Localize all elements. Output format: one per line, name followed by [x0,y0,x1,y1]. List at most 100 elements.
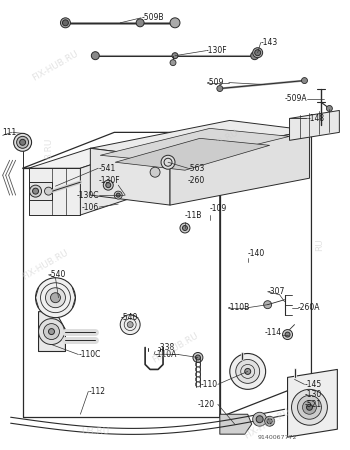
Circle shape [14,133,32,151]
Text: -109: -109 [210,204,227,213]
Text: 8.RU: 8.RU [44,138,53,159]
Text: -563: -563 [188,164,205,173]
Circle shape [49,328,55,334]
Text: -509: -509 [207,78,224,87]
Circle shape [193,352,203,362]
Text: -509A: -509A [285,94,307,103]
Polygon shape [38,312,65,351]
Circle shape [302,400,316,414]
Circle shape [230,354,266,389]
Circle shape [161,155,175,169]
Text: -130F: -130F [206,46,228,55]
Text: -114: -114 [265,328,282,337]
Text: -11B: -11B [185,211,202,220]
Text: FIX-HUB.RU: FIX-HUB.RU [150,331,200,364]
Circle shape [170,60,176,66]
Text: FIX-HUB.RU: FIX-HUB.RU [190,129,239,162]
Circle shape [50,293,61,303]
Text: RU: RU [315,238,324,251]
Text: -145: -145 [304,380,322,389]
Circle shape [253,48,262,58]
Circle shape [106,183,111,188]
Text: -110C: -110C [78,350,101,359]
Polygon shape [29,148,140,168]
Text: -130C: -130C [77,191,99,200]
Circle shape [62,20,68,26]
Circle shape [253,412,267,426]
Circle shape [61,18,70,28]
Text: -143: -143 [261,38,278,47]
Circle shape [195,355,201,360]
Circle shape [245,369,251,374]
Circle shape [91,52,99,60]
Text: -509B: -509B [141,14,164,22]
Circle shape [20,140,26,145]
Circle shape [298,395,321,419]
Polygon shape [220,414,252,434]
Circle shape [182,225,188,230]
Polygon shape [115,138,270,170]
Text: -130: -130 [304,390,322,399]
Polygon shape [90,148,170,205]
Text: 9140067772: 9140067772 [258,435,297,440]
Text: -521: -521 [304,400,322,409]
Text: -140: -140 [248,249,265,258]
Circle shape [251,52,259,60]
Circle shape [236,360,260,383]
Text: -106: -106 [82,202,99,211]
Polygon shape [100,128,289,163]
Polygon shape [289,110,340,140]
Circle shape [136,19,144,27]
Circle shape [43,324,60,340]
Text: -260A: -260A [298,303,320,312]
Text: -110: -110 [201,380,218,389]
Circle shape [150,167,160,177]
Text: -540: -540 [49,270,66,279]
Text: -338: -338 [158,343,175,352]
Circle shape [255,50,261,56]
Polygon shape [29,182,52,200]
Circle shape [327,105,332,112]
Circle shape [267,419,272,424]
Circle shape [256,416,263,423]
Text: FIX-HUB.RU: FIX-HUB.RU [31,49,80,82]
Circle shape [307,404,313,410]
Polygon shape [80,148,140,215]
Circle shape [172,53,178,59]
Circle shape [33,188,38,194]
Circle shape [120,315,140,334]
Text: UB.RU: UB.RU [81,427,110,436]
Text: -540: -540 [121,313,138,322]
Circle shape [180,223,190,233]
Circle shape [265,416,275,426]
Circle shape [46,288,65,308]
Text: -120: -120 [198,400,215,409]
Text: -110B: -110B [228,303,250,312]
Circle shape [36,278,75,318]
Polygon shape [288,369,337,437]
Circle shape [103,180,113,190]
Circle shape [301,77,307,84]
Text: -260: -260 [188,176,205,184]
Text: 111: 111 [3,128,17,137]
Circle shape [217,86,223,91]
Text: FIX-HUB.RU: FIX-HUB.RU [243,407,292,441]
Circle shape [264,301,272,309]
Circle shape [44,187,52,195]
Circle shape [116,193,120,197]
Text: FIX-HUB.RU: FIX-HUB.RU [21,248,70,282]
Text: -307: -307 [268,287,285,296]
Circle shape [114,191,122,199]
Polygon shape [29,168,80,215]
Text: -541: -541 [98,164,116,173]
Circle shape [30,185,42,197]
Circle shape [170,18,180,28]
Text: -110A: -110A [155,350,177,359]
Polygon shape [170,130,309,205]
Polygon shape [90,121,309,158]
Circle shape [292,389,327,425]
Text: -130F: -130F [98,176,120,184]
Circle shape [282,329,293,340]
Circle shape [38,319,64,345]
Text: -148: -148 [307,114,324,123]
